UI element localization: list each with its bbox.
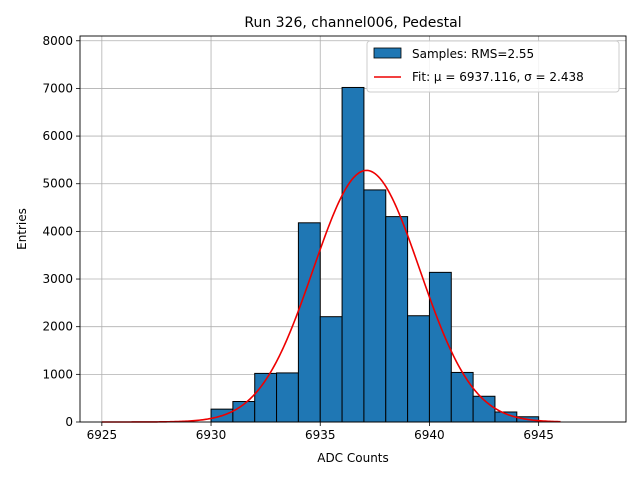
histogram-bar [319, 316, 343, 423]
histogram-bar [341, 86, 365, 423]
x-tick-label: 6925 [87, 428, 118, 442]
y-axis-ticks: 0 1000 2000 3000 4000 5000 6000 7000 8000 [42, 34, 80, 429]
x-tick-label: 6945 [523, 428, 554, 442]
x-axis-ticks: 6925 6930 6935 6940 6945 [87, 422, 554, 442]
y-tick-label: 4000 [42, 224, 73, 238]
histogram-bar [385, 216, 409, 423]
histogram-bar [450, 371, 474, 423]
chart-title: Run 326, channel006, Pedestal [244, 15, 461, 31]
legend-box [366, 40, 620, 93]
histogram-bar [363, 189, 387, 423]
legend-label-fit: Fit: μ = 6937.116, σ = 2.438 [412, 70, 584, 84]
x-tick-label: 6935 [305, 428, 336, 442]
y-tick-label: 6000 [42, 129, 73, 143]
x-axis-label: ADC Counts [317, 451, 389, 465]
legend-swatch-samples [373, 47, 402, 59]
y-tick-label: 1000 [42, 367, 73, 381]
histogram-bar [276, 372, 299, 423]
histogram-bar [297, 222, 321, 423]
x-tick-label: 6930 [196, 428, 227, 442]
y-tick-label: 5000 [42, 177, 73, 191]
fit-curve [101, 169, 561, 423]
y-tick-label: 7000 [42, 81, 73, 95]
y-tick-label: 8000 [42, 34, 73, 48]
histogram-bar [428, 271, 452, 423]
y-tick-label: 0 [65, 415, 73, 429]
y-axis-label: Entries [15, 208, 29, 250]
legend: Samples: RMS=2.55 Fit: μ = 6937.116, σ =… [366, 40, 620, 93]
y-tick-label: 3000 [42, 272, 73, 286]
y-tick-label: 2000 [42, 320, 73, 334]
histogram-bars [210, 86, 540, 423]
histogram-bar [407, 315, 430, 423]
x-tick-label: 6940 [414, 428, 445, 442]
plot-frame [79, 35, 627, 423]
legend-label-samples: Samples: RMS=2.55 [412, 47, 534, 61]
